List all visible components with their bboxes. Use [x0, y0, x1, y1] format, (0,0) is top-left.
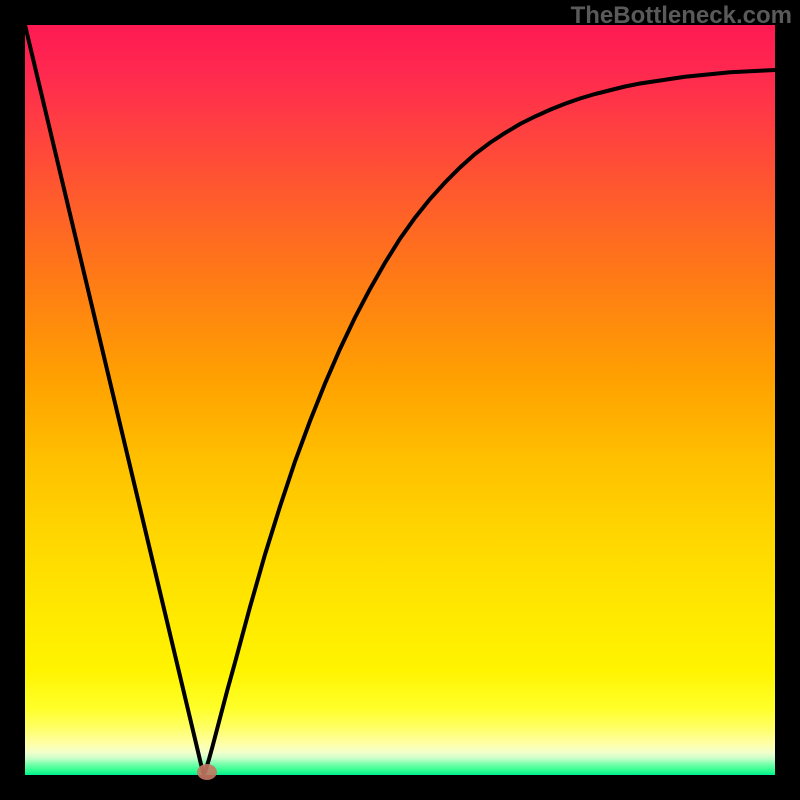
- chart-container: TheBottleneck.com: [0, 0, 800, 800]
- minimum-marker: [197, 764, 217, 780]
- watermark-text: TheBottleneck.com: [571, 2, 792, 30]
- curve-path: [25, 25, 775, 774]
- curve-layer: [25, 25, 775, 775]
- plot-area: [25, 25, 775, 775]
